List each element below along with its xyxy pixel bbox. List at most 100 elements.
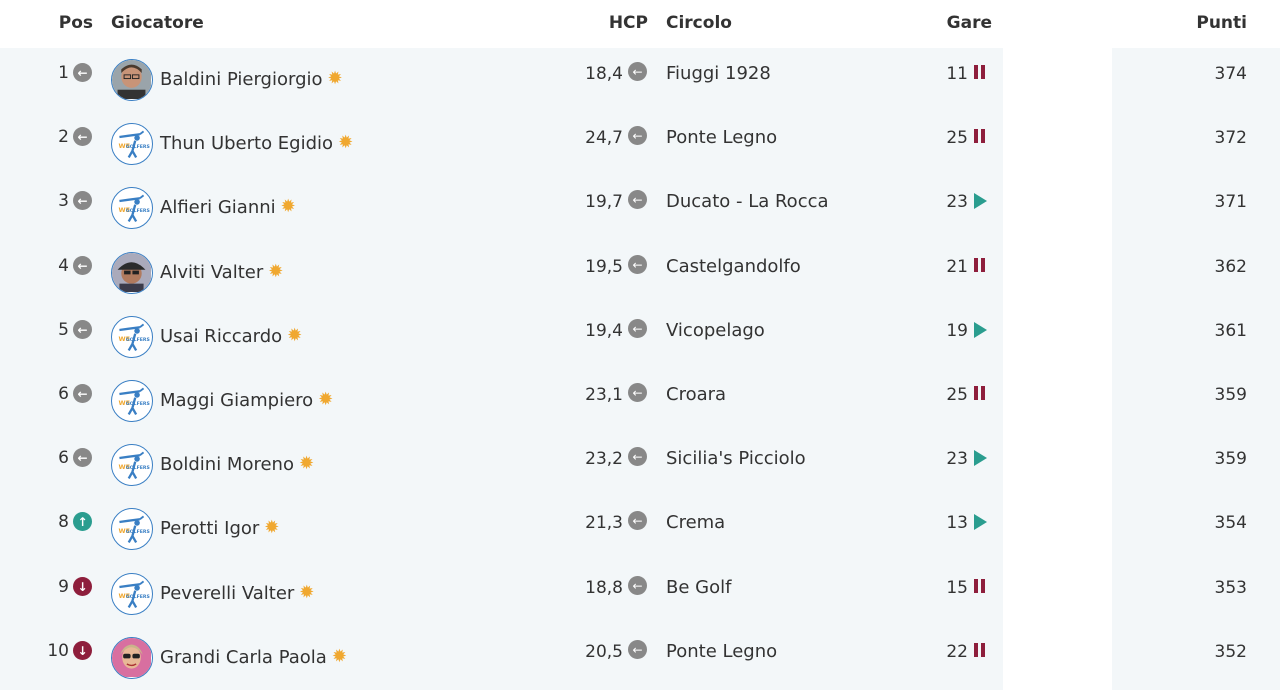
header-pos[interactable]: Pos xyxy=(58,13,93,33)
hcp-value: 19,5 xyxy=(585,257,623,277)
position: 8 xyxy=(58,512,69,532)
header-gare[interactable]: Gare xyxy=(946,13,992,33)
table-row[interactable]: 1 ← Baldini Piergiorgio ✹ 18,4 ← Fiuggi 1928 11… xyxy=(0,48,1280,112)
arrow-up-icon: ↑ xyxy=(73,512,92,531)
avatar[interactable]: WE GOLFERS xyxy=(111,508,153,550)
points-value: 362 xyxy=(1214,257,1247,277)
avatar[interactable]: WE GOLFERS xyxy=(111,444,153,486)
status-indicator xyxy=(974,129,985,143)
player-name-text: Maggi Giampiero xyxy=(160,390,314,411)
gare-count: 15 xyxy=(946,578,968,598)
status-indicator xyxy=(974,643,985,657)
club-name: Vicopelago xyxy=(666,320,765,341)
avatar[interactable] xyxy=(111,252,153,294)
table-row[interactable]: 8 ↑ WE GOLFERS Perotti Igor ✹ 21,3 ← Crema 13 354 xyxy=(0,497,1280,561)
header-hcp[interactable]: HCP xyxy=(608,13,648,33)
avatar[interactable]: WE GOLFERS xyxy=(111,316,153,358)
sun-badge-icon: ✹ xyxy=(287,325,303,346)
status-indicator xyxy=(974,193,987,209)
arrow-left-icon: ← xyxy=(628,190,647,209)
position: 4 xyxy=(58,256,69,276)
header-points[interactable]: Punti xyxy=(1196,13,1247,33)
player-name[interactable]: Boldini Moreno ✹ xyxy=(160,453,314,475)
arrow-left-icon: ← xyxy=(73,256,92,275)
club-name: Croara xyxy=(666,384,727,405)
svg-text:WE: WE xyxy=(119,399,131,407)
svg-text:GOLFERS: GOLFERS xyxy=(126,465,150,471)
status-indicator xyxy=(974,258,985,272)
player-name[interactable]: Alfieri Gianni ✹ xyxy=(160,196,296,218)
arrow-down-icon: ↓ xyxy=(73,577,92,596)
hcp-value: 20,5 xyxy=(585,642,623,662)
gare-count: 23 xyxy=(946,449,968,469)
avatar[interactable]: WE GOLFERS xyxy=(111,380,153,422)
hcp-value: 23,1 xyxy=(585,385,623,405)
avatar[interactable] xyxy=(111,59,153,101)
player-name[interactable]: Usai Riccardo ✹ xyxy=(160,325,302,347)
player-name[interactable]: Alviti Valter ✹ xyxy=(160,261,283,283)
svg-text:WE: WE xyxy=(119,463,131,471)
player-name[interactable]: Perotti Igor ✹ xyxy=(160,517,279,539)
table-row[interactable]: 5 ← WE GOLFERS Usai Riccardo ✹ 19,4 ← Vicopelago… xyxy=(0,305,1280,369)
avatar[interactable]: WE GOLFERS xyxy=(111,573,153,615)
arrow-left-icon: ← xyxy=(628,319,647,338)
svg-text:GOLFERS: GOLFERS xyxy=(126,208,150,214)
sun-badge-icon: ✹ xyxy=(338,132,354,153)
svg-text:GOLFERS: GOLFERS xyxy=(126,144,150,150)
player-name[interactable]: Grandi Carla Paola ✹ xyxy=(160,646,347,668)
table-row[interactable]: 6 ← WE GOLFERS Boldini Moreno ✹ 23,2 ← Sicilia's… xyxy=(0,433,1280,497)
arrow-left-icon: ← xyxy=(73,384,92,403)
hcp-value: 24,7 xyxy=(585,128,623,148)
points-value: 359 xyxy=(1214,449,1247,469)
player-name-text: Baldini Piergiorgio xyxy=(160,69,323,90)
arrow-left-icon: ← xyxy=(628,255,647,274)
player-name[interactable]: Maggi Giampiero ✹ xyxy=(160,389,333,411)
arrow-left-icon: ← xyxy=(73,191,92,210)
table-row[interactable]: 6 ← WE GOLFERS Maggi Giampiero ✹ 23,1 ← Croara 25… xyxy=(0,369,1280,433)
svg-text:WE: WE xyxy=(119,335,131,343)
sun-badge-icon: ✹ xyxy=(318,389,334,410)
points-value: 353 xyxy=(1214,578,1247,598)
points-column-band xyxy=(1112,48,1280,690)
player-name-text: Perotti Igor xyxy=(160,518,260,539)
play-icon xyxy=(974,193,987,209)
play-icon xyxy=(974,450,987,466)
player-name[interactable]: Thun Uberto Egidio ✹ xyxy=(160,132,353,154)
header-club[interactable]: Circolo xyxy=(666,13,732,33)
status-indicator xyxy=(974,65,985,79)
position: 5 xyxy=(58,320,69,340)
sun-badge-icon: ✹ xyxy=(331,646,347,667)
player-name[interactable]: Peverelli Valter ✹ xyxy=(160,582,314,604)
table-row[interactable]: 3 ← WE GOLFERS Alfieri Gianni ✹ 19,7 ← Ducato - … xyxy=(0,176,1280,240)
sun-badge-icon: ✹ xyxy=(268,261,284,282)
position: 9 xyxy=(58,577,69,597)
pause-icon xyxy=(974,65,985,79)
pause-icon xyxy=(974,386,985,400)
arrow-left-icon: ← xyxy=(628,447,647,466)
player-name-text: Usai Riccardo xyxy=(160,326,283,347)
position: 3 xyxy=(58,191,69,211)
avatar[interactable]: WE GOLFERS xyxy=(111,187,153,229)
avatar[interactable]: WE GOLFERS xyxy=(111,123,153,165)
player-name-text: Alviti Valter xyxy=(160,262,264,283)
svg-text:WE: WE xyxy=(119,142,131,150)
player-name[interactable]: Baldini Piergiorgio ✹ xyxy=(160,68,343,90)
table-row[interactable]: 9 ↓ WE GOLFERS Peverelli Valter ✹ 18,8 ← Be Golf… xyxy=(0,562,1280,626)
points-value: 352 xyxy=(1214,642,1247,662)
play-icon xyxy=(974,322,987,338)
svg-text:GOLFERS: GOLFERS xyxy=(126,529,150,535)
player-name-text: Thun Uberto Egidio xyxy=(160,133,334,154)
status-indicator xyxy=(974,386,985,400)
sun-badge-icon: ✹ xyxy=(298,453,315,474)
hcp-value: 18,4 xyxy=(585,64,623,84)
club-name: Ponte Legno xyxy=(666,641,778,662)
table-row[interactable]: 4 ← Alviti Valter ✹ 19,5 ← Castelgandolfo 21 362 xyxy=(0,241,1280,305)
table-row[interactable]: 10 ↓ Grandi Carla Paola ✹ 20,5 ← Ponte Legno 22… xyxy=(0,626,1280,690)
svg-text:GOLFERS: GOLFERS xyxy=(126,337,150,343)
arrow-left-icon: ← xyxy=(73,63,92,82)
header-player[interactable]: Giocatore xyxy=(111,13,204,33)
gare-count: 11 xyxy=(946,64,968,84)
table-row[interactable]: 2 ← WE GOLFERS Thun Uberto Egidio ✹ 24,7 ← Ponte… xyxy=(0,112,1280,176)
avatar[interactable] xyxy=(111,637,153,679)
